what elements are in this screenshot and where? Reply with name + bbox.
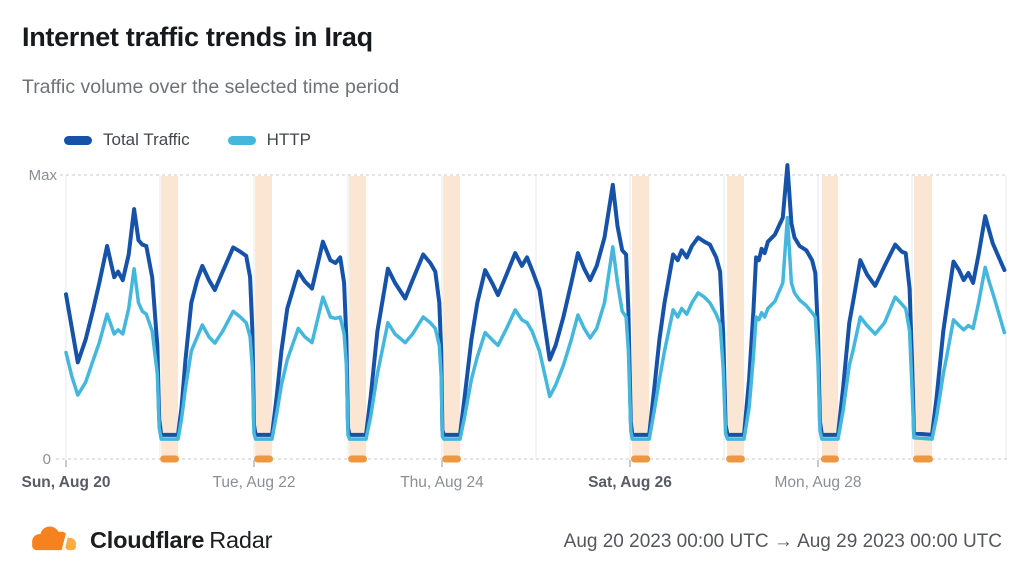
page-title: Internet traffic trends in Iraq [22,22,373,52]
legend-label-total-traffic: Total Traffic [103,130,190,149]
brand-name-radar: Radar [209,526,273,553]
legend: Total Traffic HTTP [64,130,311,150]
legend-label-http: HTTP [266,130,312,149]
legend-item-total-traffic[interactable]: Total Traffic [64,130,190,150]
shutdown-band [913,176,932,459]
shutdown-marker-icon[interactable] [442,455,462,463]
series-line-http [64,215,1007,441]
x-tick-label: Sat, Aug 26 [588,474,672,491]
brand-text: Cloudflare Radar [90,527,272,554]
x-tick-label: Thu, Aug 24 [400,474,484,491]
shutdown-marker-icon[interactable] [348,455,368,463]
page-subtitle: Traffic volume over the selected time pe… [22,76,400,98]
shutdown-marker-icon[interactable] [912,455,933,463]
shutdown-band [349,176,367,459]
y-max-label: Max [29,167,58,184]
shutdown-band [631,176,650,459]
x-tick-label: Tue, Aug 22 [212,474,295,491]
x-tick-label: Mon, Aug 28 [774,474,861,491]
shutdown-band [443,176,461,459]
total-traffic-swatch-icon [64,135,92,145]
shutdown-marker-icon[interactable] [820,455,839,463]
shutdown-band [821,176,838,459]
legend-item-http[interactable]: HTTP [227,130,312,150]
cloudflare-radar-brand[interactable]: Cloudflare Radar [27,521,272,559]
shutdown-marker-icon[interactable] [160,455,180,463]
cloudflare-logo-icon [32,526,76,551]
http-swatch-icon [227,135,256,145]
y-zero-label: 0 [43,451,51,468]
shutdown-marker-icon[interactable] [726,455,745,463]
shutdown-band [255,176,273,459]
series-line-total-traffic [64,163,1007,437]
brand-name-cloudflare: Cloudflare [90,526,205,553]
shutdown-marker-icon[interactable] [630,455,651,463]
shutdown-band [161,176,179,459]
shutdown-band [727,176,744,459]
x-tick-label: Sun, Aug 20 [22,474,111,491]
shutdown-marker-icon[interactable] [254,455,274,463]
time-range-label: Aug 20 2023 00:00 UTC → Aug 29 2023 00:0… [563,531,1002,552]
